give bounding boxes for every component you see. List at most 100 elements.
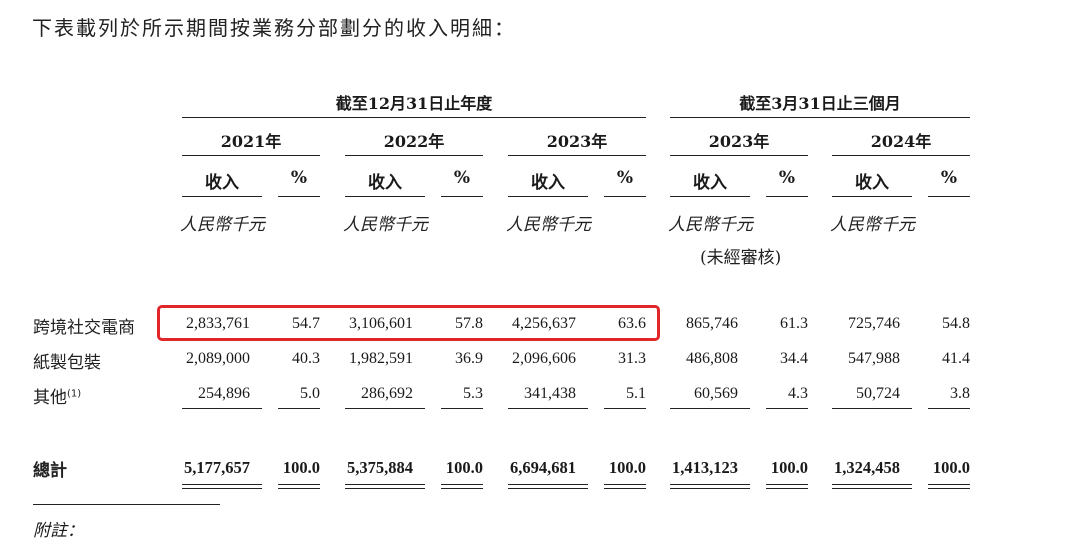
table-cell: 41.4 xyxy=(942,350,970,367)
unit-label: 人民幣千元 xyxy=(668,215,753,235)
subtotal-rule xyxy=(832,408,912,409)
footnote-ref: (1) xyxy=(67,388,82,400)
subtotal-rule xyxy=(604,408,646,409)
table-cell: 2,833,761 xyxy=(186,315,250,332)
subtotal-rule xyxy=(345,408,425,409)
col-pct-header: % xyxy=(290,168,308,188)
total-cell: 100.0 xyxy=(445,458,483,477)
total-cell: 6,694,681 xyxy=(510,458,576,477)
table-cell: 1,982,591 xyxy=(349,350,413,367)
col-rule xyxy=(278,196,320,197)
table-cell: 40.3 xyxy=(292,350,320,367)
col-rule xyxy=(508,196,588,197)
table-cell: 57.8 xyxy=(455,315,483,332)
total-cell: 5,375,884 xyxy=(347,458,413,477)
col-rule xyxy=(928,196,970,197)
col-rule xyxy=(604,196,646,197)
total-cell: 100.0 xyxy=(932,458,970,477)
footnote-rule xyxy=(33,504,220,505)
row-label-paper-packaging: 紙製包裝 xyxy=(33,353,101,373)
group-header-annual: 截至12月31日止年度 xyxy=(335,94,493,113)
col-rule xyxy=(670,196,750,197)
year-rule xyxy=(345,155,483,156)
year-header: 2023年 xyxy=(708,132,770,151)
year-header: 2024年 xyxy=(870,132,932,151)
col-revenue-header: 收入 xyxy=(855,173,889,193)
col-rule xyxy=(345,196,425,197)
col-pct-header: % xyxy=(616,168,634,188)
col-rule xyxy=(182,196,262,197)
unit-label: 人民幣千元 xyxy=(506,215,591,235)
col-revenue-header: 收入 xyxy=(531,173,565,193)
year-rule xyxy=(508,155,646,156)
table-cell: 865,746 xyxy=(686,315,738,332)
total-cell: 5,177,657 xyxy=(184,458,250,477)
row-label-total: 總計 xyxy=(33,461,67,481)
table-cell: 286,692 xyxy=(361,385,413,402)
table-cell: 341,438 xyxy=(524,385,576,402)
subtotal-rule xyxy=(508,408,588,409)
row-label-cross-border: 跨境社交電商 xyxy=(33,318,135,338)
double-rule xyxy=(832,484,912,489)
subtotal-rule xyxy=(670,408,750,409)
unit-label: 人民幣千元 xyxy=(343,215,428,235)
subtotal-rule xyxy=(278,408,320,409)
subtotal-rule xyxy=(766,408,808,409)
group-rule-quarter xyxy=(670,117,970,118)
table-cell: 3,106,601 xyxy=(349,315,413,332)
total-cell: 1,413,123 xyxy=(672,458,738,477)
year-header: 2021年 xyxy=(220,132,282,151)
table-cell: 63.6 xyxy=(618,315,646,332)
table-cell: 61.3 xyxy=(780,315,808,332)
table-cell: 3.8 xyxy=(950,385,970,402)
subtotal-rule xyxy=(928,408,970,409)
table-cell: 5.3 xyxy=(463,385,483,402)
group-header-quarter: 截至3月31日止三個月 xyxy=(739,94,901,113)
table-cell: 5.1 xyxy=(626,385,646,402)
table-cell: 31.3 xyxy=(618,350,646,367)
row-label-others: 其他(1) xyxy=(33,388,82,408)
footnote-label: 附註： xyxy=(33,521,84,541)
table-cell: 5.0 xyxy=(300,385,320,402)
col-revenue-header: 收入 xyxy=(693,173,727,193)
table-cell: 60,569 xyxy=(694,385,738,402)
table-cell: 4,256,637 xyxy=(512,315,576,332)
double-rule xyxy=(604,484,646,489)
table-cell: 725,746 xyxy=(848,315,900,332)
double-rule xyxy=(278,484,320,489)
col-pct-header: % xyxy=(778,168,796,188)
highlight-box xyxy=(157,305,660,341)
col-pct-header: % xyxy=(940,168,958,188)
total-cell: 100.0 xyxy=(608,458,646,477)
year-rule xyxy=(182,155,320,156)
col-revenue-header: 收入 xyxy=(205,173,239,193)
table-cell: 50,724 xyxy=(856,385,900,402)
unit-label: 人民幣千元 xyxy=(830,215,915,235)
table-cell: 4.3 xyxy=(788,385,808,402)
double-rule xyxy=(928,484,970,489)
group-rule-annual xyxy=(182,117,646,118)
col-pct-header: % xyxy=(453,168,471,188)
table-cell: 36.9 xyxy=(455,350,483,367)
unit-label: 人民幣千元 xyxy=(180,215,265,235)
table-cell: 2,089,000 xyxy=(186,350,250,367)
year-header: 2023年 xyxy=(546,132,608,151)
double-rule xyxy=(441,484,483,489)
total-cell: 100.0 xyxy=(770,458,808,477)
table-cell: 486,808 xyxy=(686,350,738,367)
col-rule xyxy=(766,196,808,197)
col-rule xyxy=(441,196,483,197)
subtotal-rule xyxy=(182,408,262,409)
table-cell: 254,896 xyxy=(198,385,250,402)
table-cell: 34.4 xyxy=(780,350,808,367)
table-cell: 54.7 xyxy=(292,315,320,332)
year-rule xyxy=(670,155,808,156)
year-header: 2022年 xyxy=(383,132,445,151)
double-rule xyxy=(766,484,808,489)
col-rule xyxy=(832,196,912,197)
subtotal-rule xyxy=(441,408,483,409)
total-cell: 100.0 xyxy=(282,458,320,477)
total-cell: 1,324,458 xyxy=(834,458,900,477)
double-rule xyxy=(508,484,588,489)
col-revenue-header: 收入 xyxy=(368,173,402,193)
